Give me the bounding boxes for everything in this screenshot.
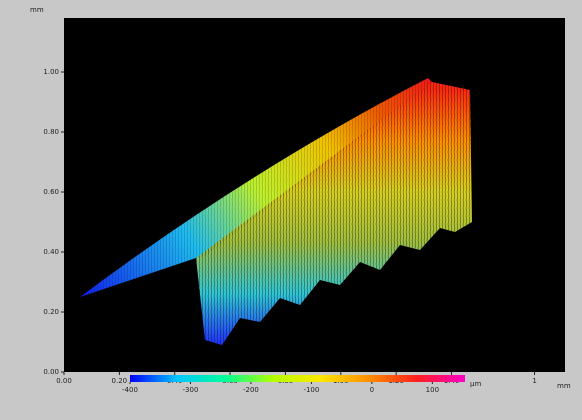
x-tick-label: 0.00 [56, 377, 72, 385]
colorbar [130, 375, 465, 382]
y-tick-label: 0.40 [43, 248, 59, 256]
y-tick-label: 0.80 [43, 128, 59, 136]
y-tick-label: 0.20 [43, 308, 59, 316]
chart: mm mm µm 0.00 0.20 0.40 0.60 0.80 1.00 0.00 0.2… [0, 0, 582, 420]
colorbar-tick-label: 0 [370, 386, 374, 394]
colorbar-tick-label: -100 [303, 386, 319, 394]
x-tick-label: 0.20 [112, 377, 128, 385]
y-tick-label: 0.00 [43, 368, 59, 376]
y-tick-label: 1.00 [43, 68, 59, 76]
colorbar-tick-label: -200 [243, 386, 259, 394]
colorbar-unit: µm [470, 380, 481, 388]
colorbar-tick-label: -300 [183, 386, 199, 394]
x-unit: mm [557, 382, 571, 390]
y-tick-label: 0.60 [43, 188, 59, 196]
colorbar-tick-label: -400 [122, 386, 138, 394]
y-unit: mm [30, 6, 44, 14]
colorbar-tick-label: 100 [426, 386, 439, 394]
x-tick-label: 1 [532, 377, 536, 385]
